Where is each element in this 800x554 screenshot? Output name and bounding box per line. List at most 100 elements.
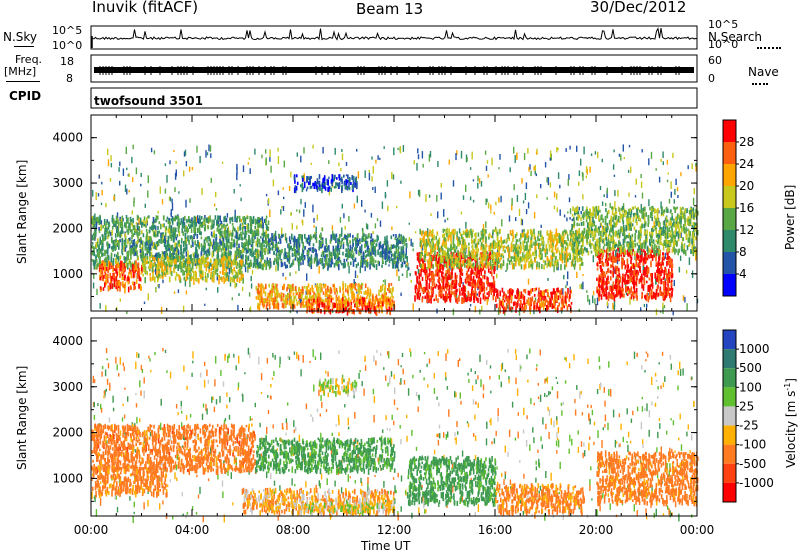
power-echo-region-9 <box>596 246 674 303</box>
cpid-frame <box>90 87 698 109</box>
nsky-frame <box>90 25 698 50</box>
cpid-value: twofsound 3501 <box>94 94 203 108</box>
power-colorbar-segment-7 <box>723 120 736 142</box>
nave-tick-bottom: 0 <box>708 72 715 85</box>
axes-layer: 1000 2000 3000 4000 1000 2000 3000 4000 00:00 04:… <box>52 114 715 537</box>
colorbars: 4 8 12 16 20 24 28 1000 500 100 25 -25 -100 -500 -1000 <box>722 119 774 503</box>
velocity-colorbar-segment-0 <box>723 330 736 350</box>
velocity-ytick-4000: 4000 <box>52 334 83 348</box>
power-colorbar-tick-8: 8 <box>739 245 747 259</box>
velocity-colorbar-segment-2 <box>723 368 736 388</box>
power-echo-region-4 <box>255 282 395 312</box>
velocity-ylabel: Slant Range [km] <box>15 365 29 470</box>
power-colorbar-segment-4 <box>723 186 736 208</box>
velocity-colorbar-segment-1 <box>723 349 736 369</box>
nsky-underline <box>14 46 34 47</box>
freq-tick-bottom: 8 <box>66 72 73 85</box>
velocity-echo-region-8 <box>318 377 358 397</box>
nave-label: Nave <box>748 65 779 79</box>
power-ytick-1000: 1000 <box>52 267 83 281</box>
freq-label: Freq. <box>15 53 43 66</box>
power-ytick-2000: 2000 <box>52 221 83 235</box>
velocity-echo-region-6 <box>495 483 585 517</box>
nsky-label: N.Sky <box>3 30 38 44</box>
power-colorbar-tick-24: 24 <box>739 157 754 171</box>
power-echo-region-8 <box>419 228 585 271</box>
nsearch-tick-top: 10^5 <box>708 18 739 31</box>
power-colorbar-segment-3 <box>723 208 736 230</box>
power-colorbar-segment-2 <box>723 230 736 252</box>
power-colorbar-segment-5 <box>723 164 736 186</box>
cpid-label: CPID <box>9 89 42 103</box>
power-ylabel: Slant Range [km] <box>15 159 29 264</box>
power-ytick-3000: 3000 <box>52 176 83 190</box>
velocity-colorbar-tick-4: -25 <box>739 419 759 433</box>
velocity-colorbar-tick-0: 1000 <box>739 342 770 356</box>
power-colorbar-tick-16: 16 <box>739 201 754 215</box>
power-colorbar-tick-4: 4 <box>739 267 747 281</box>
nsky-tick-bottom: 10^0 <box>52 39 83 52</box>
freq-strip <box>90 54 698 109</box>
power-colorbar-tick-20: 20 <box>739 179 754 193</box>
velocity-colorbar-tick-2: 100 <box>739 380 762 394</box>
velocity-ytick-2000: 2000 <box>52 426 83 440</box>
nsearch-dots <box>757 47 781 49</box>
velocity-echo-region-1 <box>255 437 396 475</box>
velocity-colorbar-segment-7 <box>723 463 736 483</box>
nsearch-label: N.Search <box>708 30 763 44</box>
velocity-colorbar-frame <box>722 329 737 503</box>
beam-title: Beam 13 <box>356 0 424 18</box>
nsearch-tick-bottom: 10^0 <box>708 38 739 51</box>
velocity-colorbar-tick-7: -1000 <box>739 476 774 490</box>
freq-band <box>94 67 694 73</box>
velocity-echo-region-7 <box>596 451 699 507</box>
velocity-colorbar-tick-6: -500 <box>739 457 766 471</box>
velocity-colorbar-tick-1: 500 <box>739 361 762 375</box>
time-xlabel: Time UT <box>361 539 411 553</box>
power-echo-region-10 <box>570 205 699 257</box>
velocity-ytick-1000: 1000 <box>52 471 83 485</box>
power-colorbar-segment-0 <box>723 274 736 296</box>
velocity-panel-data <box>91 347 699 524</box>
power-echo-region-6 <box>414 251 497 304</box>
date-title: 30/Dec/2012 <box>590 0 687 16</box>
power-ytick-4000: 4000 <box>52 131 83 145</box>
nave-dots <box>752 83 768 85</box>
velocity-colorbar-tick-3: 25 <box>739 399 754 413</box>
freq-underline <box>6 81 40 82</box>
time-xtick-6: 00:00 <box>680 523 715 537</box>
power-echo-region-1 <box>267 233 408 271</box>
station-title: Inuvik (fitACF) <box>92 0 199 16</box>
power-colorbar-segment-6 <box>723 142 736 164</box>
velocity-colorbar-segment-8 <box>723 482 736 502</box>
velocity-colorbar-segment-6 <box>723 444 736 464</box>
time-xtick-1: 04:00 <box>175 523 210 537</box>
power-colorbar-tick-12: 12 <box>739 223 754 237</box>
time-xtick-5: 20:00 <box>579 523 614 537</box>
velocity-colorbar-segment-3 <box>723 387 736 407</box>
power-echo-region-3 <box>141 255 244 285</box>
velocity-echo-region-0 <box>91 423 257 476</box>
power-echo-region-7 <box>495 287 573 314</box>
velocity-echo-region-4 <box>305 501 396 517</box>
power-echo-region-11 <box>293 174 358 194</box>
time-xtick-3: 12:00 <box>377 523 412 537</box>
power-echo-region-2 <box>98 260 143 294</box>
velocity-colorbar-label: Velocity [m s-1] <box>783 378 798 468</box>
time-xtick-0: 00:00 <box>74 523 109 537</box>
freq-unit: [MHz] <box>4 65 37 78</box>
nsky-tick-top: 10^5 <box>52 24 83 37</box>
velocity-echo-region-2 <box>91 464 169 499</box>
power-panel-data <box>91 144 699 316</box>
nsky-strip <box>90 25 698 50</box>
velocity-colorbar-segment-5 <box>723 425 736 445</box>
time-xtick-2: 08:00 <box>276 523 311 537</box>
velocity-ytick-3000: 3000 <box>52 380 83 394</box>
freq-tick-top: 18 <box>60 55 74 68</box>
time-xtick-4: 16:00 <box>478 523 513 537</box>
nsky-trace <box>90 27 698 42</box>
velocity-echo-region-5 <box>406 455 497 508</box>
power-colorbar-segment-1 <box>723 252 736 274</box>
nave-tick-top: 60 <box>708 54 722 67</box>
